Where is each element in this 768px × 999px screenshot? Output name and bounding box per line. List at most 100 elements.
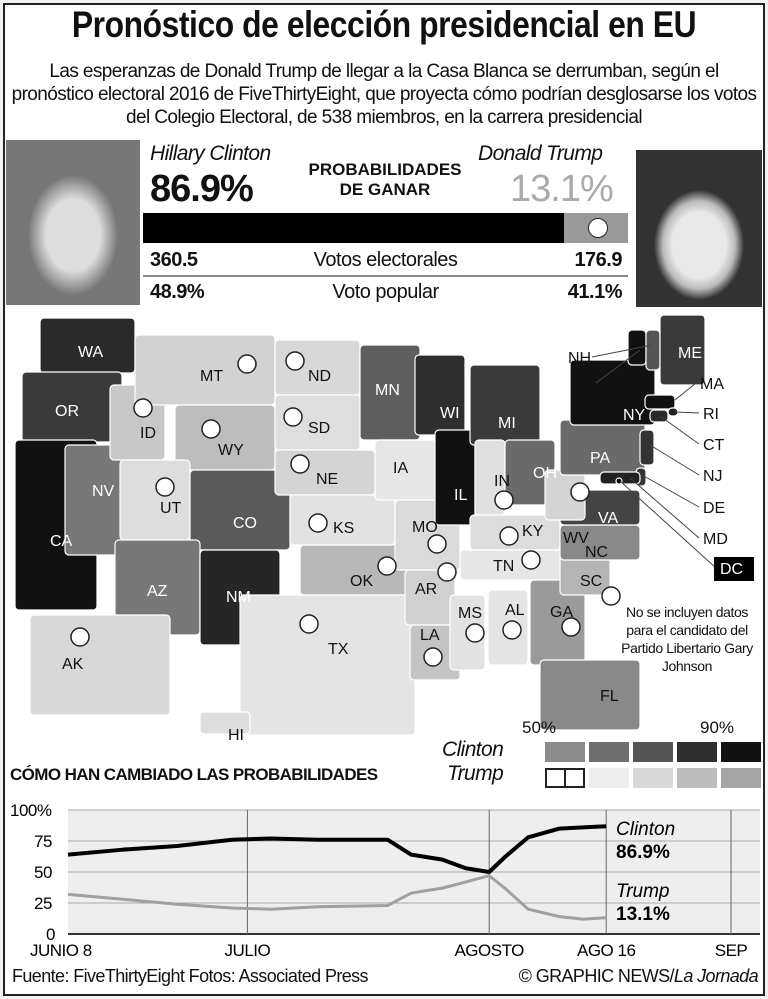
state-label: ID — [140, 425, 156, 442]
state-label: FL — [600, 688, 619, 705]
footer-credit-text: © GRAPHIC NEWS/ — [518, 966, 675, 986]
divider — [143, 275, 628, 277]
state-ak — [29, 614, 171, 716]
chart-title: CÓMO HAN CAMBIADO LAS PROBABILIDADES — [10, 765, 378, 784]
trump-name: Donald Trump — [478, 142, 603, 165]
state-label: CT — [703, 437, 725, 454]
y-tick-label: 100% — [10, 801, 52, 820]
clinton-photo — [6, 140, 140, 305]
footer-credit-italic: La Jornada — [673, 966, 759, 986]
series-end-value: 86.9% — [616, 842, 670, 863]
trump-lean-marker-icon — [437, 562, 457, 582]
y-tick-label: 75 — [34, 832, 52, 851]
state-label: IA — [393, 460, 408, 477]
state-label: DE — [703, 500, 725, 517]
legend-clinton-label: Clinton — [442, 738, 504, 761]
clinton-probability: 86.9% — [150, 168, 254, 210]
state-label: DC — [720, 561, 743, 578]
state-il — [434, 429, 476, 526]
x-tick-label: JUNIO 8 — [30, 941, 92, 960]
clinton-electoral: 360.5 — [150, 249, 198, 271]
state-label: TX — [328, 641, 349, 658]
legend-trump-swatch — [721, 768, 761, 788]
x-tick-label: AGOSTO — [454, 941, 524, 960]
electoral-label: Votos electorales — [313, 249, 458, 271]
leader-line — [629, 477, 700, 539]
state-dc — [615, 477, 623, 485]
us-electoral-map: WA OR CA NV ID MT WY UT CO AZ NM ND SD NE KS OK TX MN IA MO… — [14, 314, 754, 744]
state-label: ME — [678, 345, 702, 362]
trump-lean-marker-icon — [423, 647, 443, 667]
state-label: LA — [420, 627, 440, 644]
leader-line — [659, 415, 700, 445]
legend-clinton-swatch — [633, 742, 673, 762]
probability-label-line1: PROBABILIDADES — [308, 160, 462, 179]
state-label: HI — [228, 727, 244, 744]
series-end-value: 13.1% — [616, 904, 670, 925]
state-label: OR — [55, 403, 79, 420]
legend-trump-swatch — [589, 768, 629, 788]
probability-label-line2: DE GANAR — [339, 180, 431, 199]
state-label: MS — [458, 605, 482, 622]
trump-lean-marker-icon — [570, 482, 590, 502]
clinton-bar — [143, 213, 565, 243]
y-tick-label: 25 — [34, 894, 52, 913]
state-fl — [539, 659, 641, 731]
trump-photo — [636, 150, 762, 307]
subtitle: Las esperanzas de Donald Trump de llegar… — [11, 61, 757, 128]
trump-lean-marker-icon — [521, 550, 541, 570]
trump-lean-marker-icon — [299, 614, 319, 634]
y-tick-label: 0 — [46, 925, 55, 944]
legend-low: 50% — [522, 718, 557, 737]
state-label: OK — [350, 573, 373, 590]
trump-lean-marker-icon — [494, 490, 514, 510]
trump-lean-marker-icon — [502, 620, 522, 640]
trump-lean-marker-icon — [285, 351, 305, 371]
page-title: Pronóstico de elección presidencial en E… — [71, 4, 697, 45]
trump-lean-marker-icon — [465, 623, 485, 643]
map-note: No se incluyen datos para el candidato d… — [621, 604, 753, 674]
trump-lean-marker-icon — [377, 556, 397, 576]
state-nh — [645, 329, 661, 371]
legend-trump-swatch — [633, 768, 673, 788]
x-tick-label: AGO 16 — [577, 941, 635, 960]
state-label: NH — [568, 350, 591, 367]
y-tick-label: 50 — [34, 863, 52, 882]
state-ny — [569, 359, 656, 426]
state-label: WA — [78, 344, 104, 361]
state-label: AZ — [147, 583, 168, 600]
state-label: MN — [375, 382, 400, 399]
state-label: UT — [160, 500, 182, 517]
x-tick-label: JULIO — [225, 941, 271, 960]
state-label: VT — [572, 376, 593, 393]
state-label: RI — [703, 406, 719, 423]
trump-probability: 13.1% — [510, 168, 614, 210]
legend-trump-swatch — [677, 768, 717, 788]
series-trump-line — [67, 874, 607, 921]
legend-trump-swatch — [545, 768, 585, 788]
state-mi — [469, 364, 541, 446]
state-label: NE — [316, 471, 338, 488]
trump-popular: 41.1% — [567, 281, 623, 303]
legend-high: 90% — [700, 718, 735, 737]
state-label: NV — [92, 483, 115, 500]
probability-bar — [143, 213, 628, 243]
state-label: SC — [580, 573, 602, 590]
state-label: MD — [703, 531, 728, 548]
state-label: SD — [308, 420, 330, 437]
state-wi — [414, 354, 466, 436]
state-me — [659, 314, 706, 386]
state-label: NJ — [703, 468, 723, 485]
state-nj — [639, 429, 655, 466]
state-tn — [459, 549, 571, 581]
series-clinton-line — [67, 824, 607, 874]
trump-lean-marker-icon — [70, 627, 90, 647]
state-label: VA — [598, 510, 618, 527]
trump-lean-marker-icon — [499, 526, 519, 546]
state-hi — [199, 711, 251, 735]
trump-lean-marker-icon — [601, 586, 621, 606]
leader-line — [591, 344, 653, 358]
state-label: KS — [333, 520, 354, 537]
legend-clinton-swatch — [545, 742, 585, 762]
